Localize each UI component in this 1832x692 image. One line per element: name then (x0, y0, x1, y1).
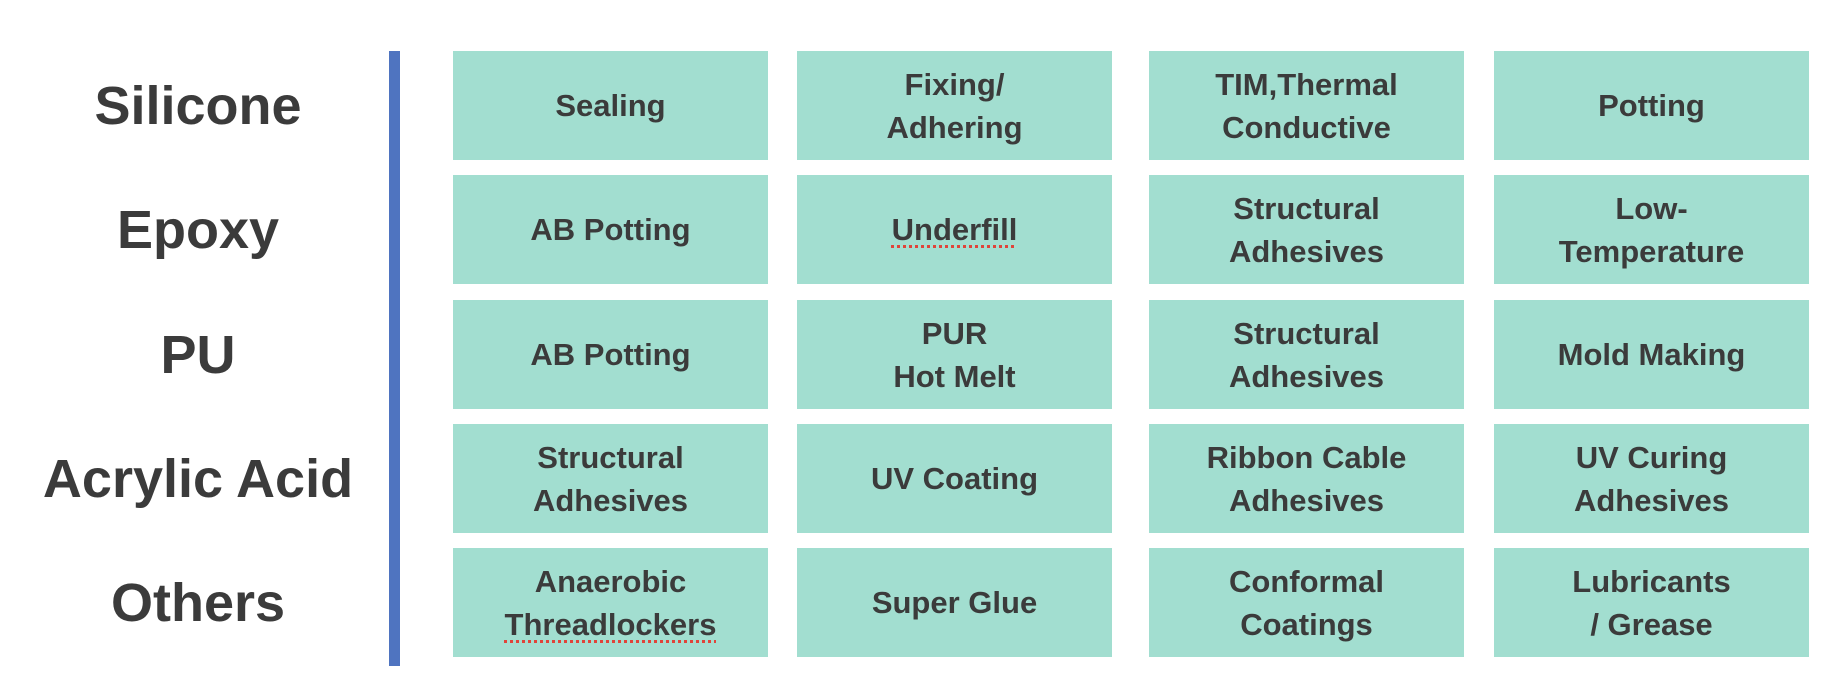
cell-text: Structural Adhesives (1228, 315, 1385, 394)
cell-text-line: Underfill (891, 212, 1018, 247)
category-cell: Fixing/ Adhering (797, 51, 1112, 160)
cell-text: Conformal Coatings (1229, 563, 1384, 642)
cell-text-line: Anaerobic (534, 563, 687, 599)
category-cell: Structural Adhesives (1149, 175, 1464, 284)
cell-text: Low- Temperature (1558, 190, 1745, 269)
category-cell: PUR Hot Melt (797, 300, 1112, 409)
cell-text: Structural Adhesives (532, 439, 689, 518)
category-cell: Structural Adhesives (1149, 300, 1464, 409)
cell-text: Lubricants / Grease (1572, 563, 1731, 642)
category-cell: UV Curing Adhesives (1494, 424, 1809, 533)
cell-text: Ribbon Cable Adhesives (1206, 439, 1407, 518)
cell-text: Super Glue (871, 585, 1038, 620)
category-cell: Potting (1494, 51, 1809, 160)
cell-text: Sealing (555, 88, 666, 123)
cell-text: UV Curing Adhesives (1573, 439, 1730, 518)
category-cell: Conformal Coatings (1149, 548, 1464, 657)
cell-text: PUR Hot Melt (893, 315, 1016, 394)
category-cell: Low- Temperature (1494, 175, 1809, 284)
category-cell: AB Potting (453, 300, 768, 409)
row-label: Epoxy (116, 199, 280, 260)
category-cell: Lubricants / Grease (1494, 548, 1809, 657)
row-label: PU (160, 324, 236, 385)
category-cell: TIM,Thermal Conductive (1149, 51, 1464, 160)
category-cell: Super Glue (797, 548, 1112, 657)
cell-text: UV Coating (870, 461, 1039, 496)
vertical-divider (389, 51, 400, 666)
cell-text: Potting (1598, 88, 1705, 123)
cell-text: Underfill (892, 208, 1018, 251)
cell-text: Structural Adhesives (1228, 190, 1385, 269)
cell-text: Mold Making (1557, 337, 1746, 372)
category-cell: Mold Making (1494, 300, 1809, 409)
row-label: Acrylic Acid (42, 448, 354, 509)
category-cell: UV Coating (797, 424, 1112, 533)
cell-text: AB Potting (530, 212, 691, 247)
category-cell: Structural Adhesives (453, 424, 768, 533)
category-cell: AB Potting (453, 175, 768, 284)
cell-text: TIM,Thermal Conductive (1215, 66, 1398, 145)
category-cell: Anaerobic Threadlockers (453, 548, 768, 657)
category-cell: Underfill (797, 175, 1112, 284)
category-cell: Sealing (453, 51, 768, 160)
row-label: Others (110, 572, 286, 633)
row-label: Silicone (94, 75, 302, 136)
cell-text: Fixing/ Adhering (886, 66, 1023, 145)
cell-text: Anaerobic Threadlockers (505, 560, 717, 646)
cell-text-line: Threadlockers (504, 606, 717, 642)
cell-text: AB Potting (530, 337, 691, 372)
category-cell: Ribbon Cable Adhesives (1149, 424, 1464, 533)
